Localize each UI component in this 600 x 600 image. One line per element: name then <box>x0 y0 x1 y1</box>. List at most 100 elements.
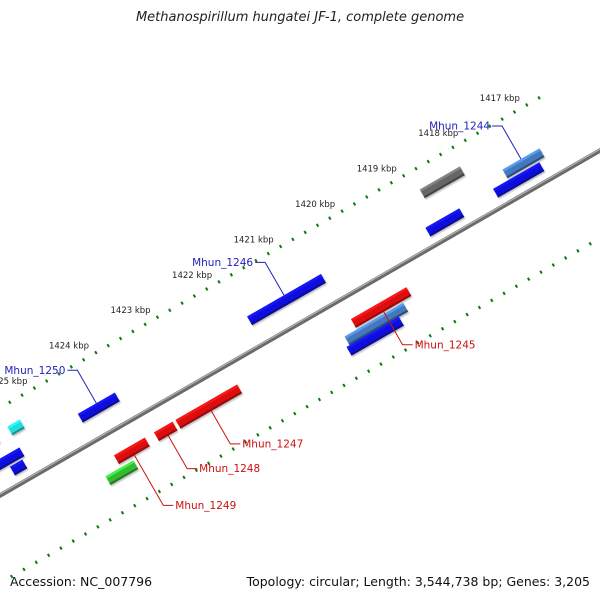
tick-mark-bottom <box>269 426 271 429</box>
tick-mark-top <box>366 196 368 199</box>
tick-mark-bottom <box>392 356 394 359</box>
tick-mark-bottom <box>183 476 185 479</box>
tick-mark-bottom <box>134 504 136 507</box>
tick-mark-bottom <box>405 349 407 352</box>
gene-features <box>0 148 544 488</box>
tick-mark-bottom <box>343 384 345 387</box>
tick-mark-top <box>538 96 540 99</box>
gene-feature[interactable] <box>154 422 177 441</box>
gene-label[interactable]: Mhun_1250 <box>4 365 65 377</box>
gene-label[interactable]: Mhun_1244 <box>429 121 490 133</box>
backbone-line <box>0 84 600 563</box>
backbone-highlight <box>0 83 600 562</box>
gene-label-leader <box>168 436 197 469</box>
accession-info: Accession: NC_007796 <box>10 574 152 589</box>
tick-mark-bottom <box>146 497 148 500</box>
tick-mark-bottom <box>282 419 284 422</box>
gene-feature[interactable] <box>420 167 465 199</box>
tick-mark-top <box>46 380 48 383</box>
tick-mark-top <box>83 358 85 361</box>
gene-label-leader <box>211 411 240 444</box>
tick-mark-top <box>501 118 503 121</box>
tick-label: 1420 kbp <box>295 200 335 210</box>
tick-mark-top <box>218 281 220 284</box>
tick-mark-bottom <box>565 257 567 260</box>
tick-mark-top <box>132 330 134 333</box>
tick-mark-top <box>95 351 97 354</box>
tick-mark-bottom <box>35 561 37 564</box>
gene-count-value: 3,205 <box>554 574 590 589</box>
tick-mark-top <box>292 238 294 241</box>
tick-mark-top <box>341 210 343 213</box>
tick-mark-bottom <box>122 511 124 514</box>
tick-mark-bottom <box>577 249 579 252</box>
tick-mark-top <box>354 203 356 206</box>
tick-mark-bottom <box>196 469 198 472</box>
tick-mark-top <box>378 188 380 191</box>
tick-label: 1422 kbp <box>172 271 212 281</box>
tick-mark-bottom <box>589 242 591 245</box>
tick-mark-bottom <box>60 547 62 550</box>
tick-mark-top <box>280 245 282 248</box>
tick-mark-bottom <box>553 264 555 267</box>
tick-mark-top <box>144 323 146 326</box>
tick-mark-bottom <box>23 568 25 571</box>
tick-mark-bottom <box>466 313 468 316</box>
genome-stats: Topology: circular; Length: 3,544,738 bp… <box>247 574 590 589</box>
tick-mark-bottom <box>503 292 505 295</box>
tick-mark-top <box>403 174 405 177</box>
tick-label: 1421 kbp <box>234 235 274 245</box>
gene-feature[interactable] <box>106 460 139 485</box>
tick-mark-bottom <box>97 526 99 529</box>
tick-mark-top <box>157 316 159 319</box>
tick-mark-bottom <box>454 320 456 323</box>
topology-value: circular <box>309 574 355 589</box>
tick-mark-bottom <box>368 370 370 373</box>
tick-mark-bottom <box>220 455 222 458</box>
gene-feature[interactable] <box>114 438 150 464</box>
tick-mark-top <box>206 288 208 291</box>
tick-mark-top <box>107 344 109 347</box>
tick-label: 1417 kbp <box>480 94 520 104</box>
tick-mark-bottom <box>331 391 333 394</box>
tick-mark-top <box>391 181 393 184</box>
gene-label[interactable]: Mhun_1246 <box>192 257 253 269</box>
tick-mark-bottom <box>540 271 542 274</box>
tick-mark-top <box>464 139 466 142</box>
tick-mark-bottom <box>516 285 518 288</box>
gene-label[interactable]: Mhun_1248 <box>199 463 260 475</box>
tick-mark-bottom <box>171 483 173 486</box>
tick-label: 1423 kbp <box>111 306 151 316</box>
tick-mark-bottom <box>319 398 321 401</box>
gene-label-leader <box>67 370 96 403</box>
gene-label[interactable]: Mhun_1247 <box>242 438 303 450</box>
tick-mark-bottom <box>306 405 308 408</box>
tick-mark-bottom <box>232 448 234 451</box>
tick-mark-top <box>9 401 11 404</box>
tick-mark-top <box>526 104 528 107</box>
tick-mark-bottom <box>442 327 444 330</box>
tick-mark-top <box>415 167 417 170</box>
tick-mark-bottom <box>48 554 50 557</box>
gene-feature[interactable] <box>78 393 120 423</box>
tick-mark-top <box>267 252 269 255</box>
tick-mark-bottom <box>72 540 74 543</box>
tick-mark-top <box>304 231 306 234</box>
tick-mark-bottom <box>356 377 358 380</box>
tick-mark-bottom <box>528 278 530 281</box>
tick-mark-bottom <box>294 412 296 415</box>
tick-label: 1425 kbp <box>0 377 27 387</box>
gene-feature[interactable] <box>7 420 24 436</box>
tick-mark-bottom <box>109 518 111 521</box>
gene-label-leader <box>492 126 521 159</box>
gene-label-leader <box>134 455 173 505</box>
gene-label[interactable]: Mhun_1249 <box>175 500 236 512</box>
tick-mark-top <box>181 302 183 305</box>
gene-label[interactable]: Mhun_1245 <box>415 339 476 351</box>
tick-mark-top <box>514 111 516 114</box>
gene-feature[interactable] <box>247 274 326 325</box>
accession-value: NC_007796 <box>80 574 152 589</box>
length-value: 3,544,738 bp <box>415 574 498 589</box>
